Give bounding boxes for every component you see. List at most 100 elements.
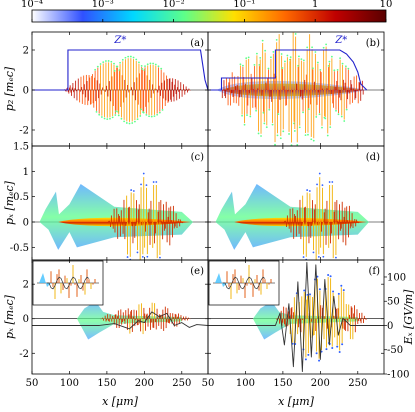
particle-dot: [139, 264, 141, 266]
particle-dot: [152, 181, 155, 183]
particle-dot: [154, 63, 157, 66]
particle-dot: [296, 144, 299, 146]
particle-dot: [161, 109, 164, 111]
particle-dot: [293, 130, 296, 132]
particle-dot: [289, 56, 292, 58]
particle-dot: [306, 189, 309, 191]
particle-dot: [318, 113, 321, 116]
particle-dot: [307, 108, 310, 111]
y-axis-title: pₓ [mₑc]: [3, 180, 16, 225]
plot-area: [32, 172, 208, 266]
particle-dot: [324, 117, 327, 120]
inset-field-line: [47, 276, 90, 290]
colorbar-tick-label: 10⁻³: [92, 0, 114, 10]
x-tick-label: 100: [236, 378, 255, 389]
particle-dot: [281, 67, 284, 69]
colorbar-tick-label: 10⁻⁴: [21, 0, 43, 10]
particle-dot: [125, 122, 128, 124]
particle-dot: [288, 133, 290, 135]
colorbar-strip: [31, 9, 387, 23]
x-tick-label: 50: [202, 378, 215, 389]
particle-dot: [99, 63, 102, 65]
particle-dot: [307, 133, 309, 136]
particle-dot: [246, 114, 248, 116]
particle-dot: [328, 60, 331, 63]
field-line: [208, 261, 384, 373]
particle-dot: [142, 172, 145, 175]
particle-dot: [331, 347, 334, 350]
x-tick-label: 250: [348, 378, 367, 389]
particle-dot: [341, 62, 344, 65]
y-tick-label: 2: [23, 46, 29, 57]
plot-area: [208, 32, 384, 146]
x-tick-label: 100: [60, 378, 79, 389]
particle-dot: [317, 255, 320, 258]
particle-dot: [111, 116, 114, 119]
inset: [208, 260, 280, 306]
panel-b: Z* (b): [207, 31, 385, 147]
panel-label: (e): [190, 266, 204, 277]
inset-halo: [39, 273, 51, 287]
particle-dot: [303, 289, 306, 292]
inset: [32, 260, 104, 306]
particle-dot: [135, 58, 138, 61]
particle-dot: [325, 348, 328, 351]
right-y-tick-label: -50: [387, 345, 403, 356]
particle-dot: [347, 67, 350, 70]
particle-dot: [337, 113, 340, 116]
particle-dot: [327, 273, 330, 276]
particle-dot: [274, 143, 276, 146]
colorbar-tick-label: 10: [380, 0, 393, 10]
particle-dot: [290, 144, 293, 146]
y-axis-title: p₂ [mₑc]: [3, 66, 16, 111]
particle-dot: [123, 120, 126, 123]
x-tick-label: 200: [311, 378, 330, 389]
particle-dot: [140, 183, 142, 186]
panel-label: (b): [366, 38, 380, 49]
particle-dot: [329, 275, 332, 278]
particle-dot: [140, 65, 143, 67]
right-y-tick-label: 100: [387, 272, 406, 283]
particle-halo: [76, 301, 182, 340]
particle-dot: [279, 137, 282, 140]
particle-dot: [142, 111, 145, 114]
particle-dot: [312, 251, 315, 254]
particle-dot: [307, 353, 310, 356]
particle-dot: [124, 56, 127, 59]
particle-dot: [155, 181, 158, 183]
panels: Z* -2 0 2 (a) p₂ [mₑc] Z* (b) -0.5 0 0.5 1 1.5 (c) pₓ …: [3, 31, 415, 408]
particle-dot: [308, 190, 311, 192]
particle-dot: [259, 56, 262, 59]
particle-dot: [342, 289, 345, 292]
particle-dot: [100, 116, 103, 118]
particle-dot: [107, 60, 110, 62]
particle-dot: [309, 293, 312, 296]
panel-d: (d): [207, 145, 385, 261]
particle-dot: [94, 68, 97, 71]
zstar-line: [208, 49, 368, 91]
particle-dot: [310, 138, 313, 141]
particle-dot: [121, 58, 124, 61]
particle-dot: [247, 56, 250, 59]
particle-dot: [321, 184, 324, 187]
x-tick-label: 50: [26, 378, 39, 389]
particle-dot: [338, 351, 341, 354]
y-tick-label: 2: [23, 280, 29, 291]
particle-dot: [253, 63, 256, 66]
panel-label: (a): [190, 38, 204, 49]
particle-dot: [113, 70, 116, 72]
panel-a: Z* -2 0 2 (a) p₂ [mₑc]: [3, 31, 209, 147]
y-tick-label: 1.5: [13, 142, 29, 153]
particle-dot: [284, 60, 286, 63]
particle-dot: [148, 115, 150, 118]
particle-dot: [156, 113, 159, 116]
particle-dot: [136, 251, 139, 254]
y-tick-label: 0: [23, 86, 29, 97]
particle-dot: [300, 58, 303, 61]
particle-dot: [335, 256, 337, 259]
panel-label: (c): [191, 152, 205, 163]
particle-dot: [315, 352, 318, 355]
particle-dot: [340, 284, 343, 287]
particle-dot: [271, 123, 274, 126]
particle-dot: [138, 61, 140, 64]
